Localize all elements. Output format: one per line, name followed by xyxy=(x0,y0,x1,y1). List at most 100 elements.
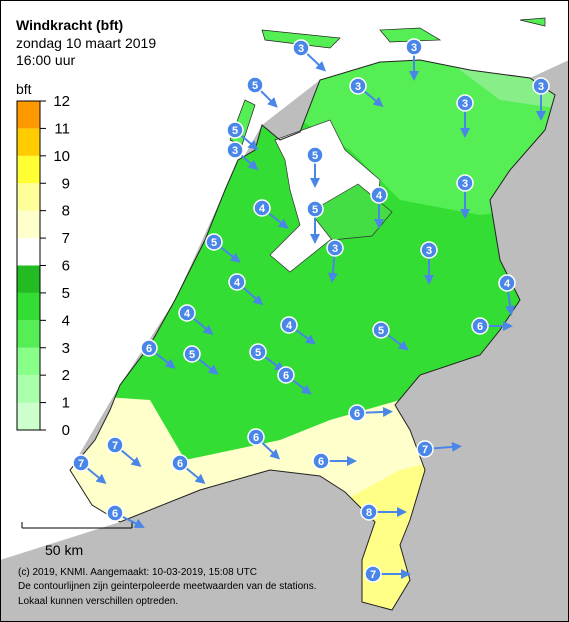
station-value: 5 xyxy=(232,125,238,137)
legend-label: 3 xyxy=(62,340,70,357)
legend-label: 12 xyxy=(53,93,70,110)
station-marker xyxy=(416,440,434,458)
legend-band xyxy=(17,238,40,266)
station-marker xyxy=(360,503,378,521)
legend-band xyxy=(17,183,40,211)
station-marker xyxy=(247,428,265,446)
time: 16:00 uur xyxy=(16,52,75,68)
station-marker xyxy=(277,366,295,384)
station-value: 5 xyxy=(189,349,195,361)
station-marker xyxy=(471,317,489,335)
legend-label: 7 xyxy=(62,230,70,247)
station-value: 8 xyxy=(366,507,372,519)
station-value: 3 xyxy=(232,145,238,157)
footer: De contourlijnen zijn geinterpoleerde me… xyxy=(18,581,317,592)
legend-label: 1 xyxy=(62,395,70,412)
station-marker xyxy=(292,39,310,57)
legend-label: 6 xyxy=(62,258,70,275)
station-marker xyxy=(171,454,189,472)
sea xyxy=(0,0,569,560)
legend-label: 5 xyxy=(62,285,70,302)
station-value: 5 xyxy=(378,325,384,337)
station-marker xyxy=(306,146,324,164)
date: zondag 10 maart 2019 xyxy=(16,35,156,51)
station-marker xyxy=(178,304,196,322)
station-marker xyxy=(106,504,124,522)
legend-unit: bft xyxy=(16,81,32,97)
station-marker xyxy=(326,239,344,257)
scale-label: 50 km xyxy=(45,542,83,558)
legend-label: 9 xyxy=(62,175,70,192)
station-value: 3 xyxy=(355,81,361,93)
station-marker xyxy=(370,186,388,204)
station-value: 3 xyxy=(538,81,544,93)
station-value: 4 xyxy=(376,190,383,202)
legend-band xyxy=(17,375,40,403)
station-marker xyxy=(183,345,201,363)
legend-label: 2 xyxy=(62,367,70,384)
legend-band xyxy=(17,265,40,293)
station-value: 6 xyxy=(283,370,289,382)
legend-label: 0 xyxy=(62,422,70,439)
legend-band xyxy=(17,101,40,129)
station-value: 6 xyxy=(253,432,259,444)
station-marker xyxy=(498,274,516,292)
footer: Lokaal kunnen verschillen optreden. xyxy=(18,596,178,607)
station-marker xyxy=(420,241,438,259)
legend-label: 4 xyxy=(62,312,70,329)
legend-band xyxy=(17,347,40,376)
station-marker xyxy=(364,565,382,583)
station-marker xyxy=(348,404,366,422)
station-value: 3 xyxy=(426,245,432,257)
legend-label: 8 xyxy=(62,203,70,220)
station-marker xyxy=(106,436,124,454)
station-value: 5 xyxy=(312,204,318,216)
station-value: 7 xyxy=(112,440,118,452)
station-value: 5 xyxy=(255,347,261,359)
station-value: 6 xyxy=(318,456,324,468)
station-marker xyxy=(372,321,390,339)
station-marker xyxy=(280,316,298,334)
station-value: 7 xyxy=(370,569,376,581)
station-value: 6 xyxy=(146,343,152,355)
station-marker xyxy=(72,454,90,472)
station-value: 7 xyxy=(78,458,84,470)
legend-band xyxy=(17,292,40,321)
station-value: 5 xyxy=(211,237,217,249)
station-marker xyxy=(349,77,367,95)
station-value: 4 xyxy=(286,320,293,332)
station-value: 3 xyxy=(462,178,468,190)
station-marker xyxy=(306,200,324,218)
islands xyxy=(229,17,546,146)
title: Windkracht (bft) xyxy=(16,17,123,33)
station-marker xyxy=(226,141,244,159)
station-value: 6 xyxy=(477,321,483,333)
ijsselmeer xyxy=(269,119,381,273)
station-marker xyxy=(226,121,244,139)
legend-label: 10 xyxy=(53,148,70,165)
station-value: 4 xyxy=(234,277,241,289)
station-value: 3 xyxy=(298,43,304,55)
station-value: 5 xyxy=(252,80,258,92)
legend-band xyxy=(17,155,40,184)
legend-band xyxy=(17,320,40,348)
station-value: 4 xyxy=(259,203,266,215)
station-value: 5 xyxy=(312,150,318,162)
station-value: 3 xyxy=(411,42,417,54)
station-value: 3 xyxy=(462,98,468,110)
station-marker xyxy=(456,174,474,192)
station-marker xyxy=(249,343,267,361)
station-marker xyxy=(205,233,223,251)
station-marker xyxy=(405,38,423,56)
stations: 3 3 3 3 5 3 5 3 5 3 4 4 5 5 3 3 4 4 4 4 5 6 6 5 5 6 6 6 7 7 7 6 6 8 6 7 xyxy=(72,38,550,583)
station-value: 7 xyxy=(422,444,428,456)
station-marker xyxy=(246,76,264,94)
legend-label: 11 xyxy=(54,120,70,137)
station-value: 4 xyxy=(504,278,511,290)
station-value: 6 xyxy=(112,508,118,520)
station-marker xyxy=(312,452,330,470)
legend-band xyxy=(17,210,40,239)
station-marker xyxy=(253,199,271,217)
